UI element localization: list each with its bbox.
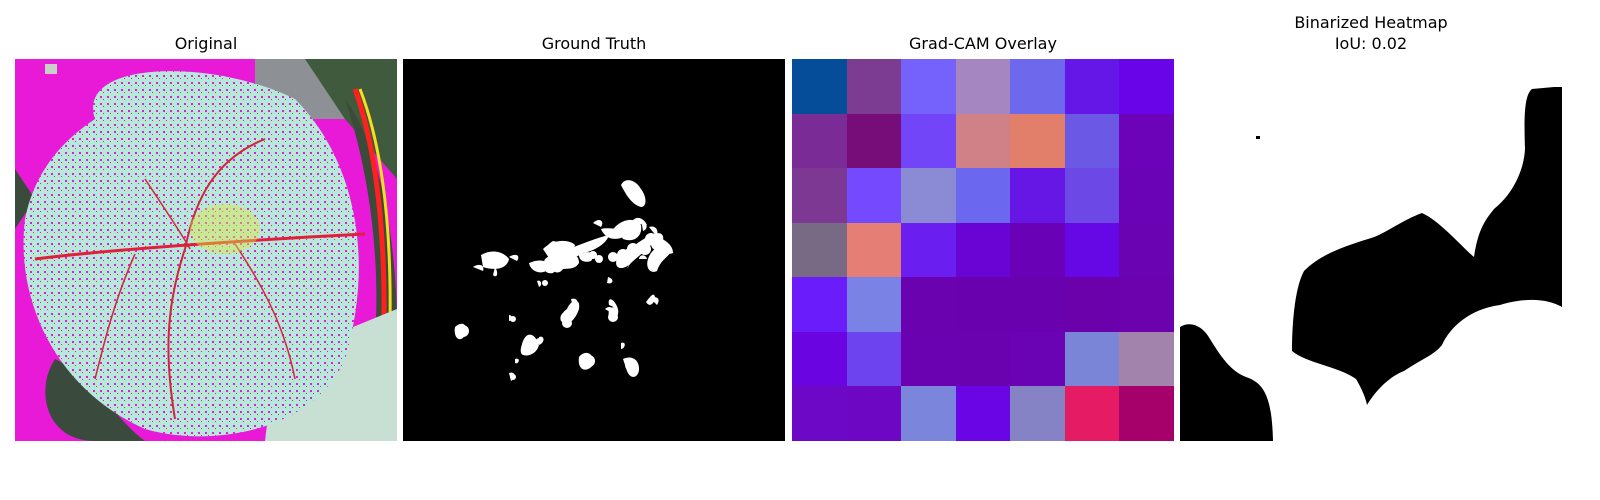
heatmap-cell bbox=[901, 113, 956, 169]
heatmap-cell bbox=[1119, 386, 1174, 441]
heatmap-cell bbox=[901, 222, 956, 278]
heatmap-cell bbox=[955, 113, 1011, 169]
heatmap-cell bbox=[1064, 168, 1120, 223]
heatmap-cell bbox=[1064, 222, 1120, 278]
heatmap-cell bbox=[1010, 168, 1065, 223]
original-title: Original bbox=[174, 34, 238, 53]
heatmap-cell bbox=[955, 331, 1011, 387]
heatmap-cell bbox=[1064, 277, 1120, 332]
heatmap-cell bbox=[901, 277, 956, 332]
heatmap-cell bbox=[1010, 386, 1065, 441]
binarized-panel: Binarized Heatmap IoU: 0.02 bbox=[1180, 0, 1562, 500]
heatmap-cell bbox=[1064, 386, 1120, 441]
heatmap-cell bbox=[1010, 222, 1065, 278]
heatmap-cell bbox=[792, 168, 847, 223]
heatmap-cell bbox=[792, 113, 847, 169]
gradcam-image bbox=[792, 59, 1174, 441]
heatmap-cell bbox=[1064, 331, 1120, 387]
iou-label: IoU: 0.02 bbox=[1334, 34, 1408, 53]
heatmap-cell bbox=[1119, 277, 1174, 332]
heatmap-cell bbox=[792, 59, 847, 114]
heatmap-cell bbox=[792, 277, 847, 332]
original-image bbox=[15, 59, 397, 441]
heatmap-cell bbox=[846, 222, 902, 278]
heatmap-cell bbox=[846, 277, 902, 332]
mask-image bbox=[403, 59, 785, 441]
heatmap-cell bbox=[955, 386, 1011, 441]
heatmap-cell bbox=[955, 59, 1011, 114]
heatmap-cell bbox=[901, 168, 956, 223]
heatmap-cell bbox=[846, 59, 902, 114]
heatmap-cell bbox=[1064, 59, 1120, 114]
heatmap-cell bbox=[1010, 331, 1065, 387]
heatmap-cell bbox=[955, 277, 1011, 332]
binarized-mask bbox=[1180, 59, 1562, 441]
heatmap-cell bbox=[1119, 113, 1174, 169]
heatmap-cell bbox=[901, 331, 956, 387]
heatmap-cell bbox=[955, 222, 1011, 278]
heatmap-cell bbox=[1010, 277, 1065, 332]
heatmap-cell bbox=[846, 113, 902, 169]
heatmap-cell bbox=[901, 386, 956, 441]
ground-truth-title: Ground Truth bbox=[541, 34, 647, 53]
heatmap-cell bbox=[846, 386, 902, 441]
heatmap-cell bbox=[846, 168, 902, 223]
heatmap-cell bbox=[1119, 331, 1174, 387]
gradcam-title: Grad-CAM Overlay bbox=[909, 34, 1057, 53]
ground-truth-mask bbox=[403, 59, 785, 441]
heatmap-cell bbox=[1064, 113, 1120, 169]
heatmap-cell bbox=[1119, 222, 1174, 278]
heatmap-cell bbox=[1010, 59, 1065, 114]
leaf-image bbox=[15, 59, 397, 441]
heatmap-cell bbox=[1010, 113, 1065, 169]
heatmap-cell bbox=[792, 222, 847, 278]
heatmap-cell bbox=[901, 59, 956, 114]
heatmap-cell bbox=[955, 168, 1011, 223]
heatmap-cell bbox=[1119, 59, 1174, 114]
heatmap-cell bbox=[792, 386, 847, 441]
gradcam-heatmap-grid bbox=[792, 59, 1174, 441]
gradcam-panel: Grad-CAM Overlay bbox=[792, 0, 1174, 500]
heatmap-cell bbox=[1119, 168, 1174, 223]
original-panel: Original bbox=[15, 0, 397, 500]
binarized-image bbox=[1180, 59, 1562, 441]
ground-truth-panel: Ground Truth bbox=[403, 0, 785, 500]
binarized-title: Binarized Heatmap bbox=[1294, 13, 1448, 32]
heatmap-cell bbox=[792, 331, 847, 387]
heatmap-cell bbox=[846, 331, 902, 387]
